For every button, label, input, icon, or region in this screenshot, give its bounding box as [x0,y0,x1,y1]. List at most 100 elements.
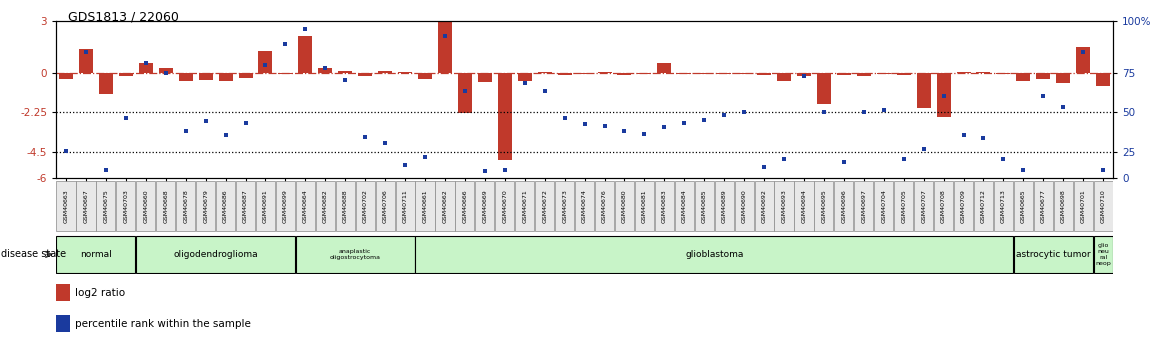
Point [616,128,634,134]
Text: GSM40704: GSM40704 [881,189,887,223]
Text: GSM40703: GSM40703 [124,189,128,223]
Point [735,109,753,115]
Point [695,117,714,122]
Text: GSM40685: GSM40685 [702,189,707,223]
Point [814,109,833,115]
Point [356,134,375,140]
Point [575,121,593,127]
Text: GSM40671: GSM40671 [522,189,527,223]
Text: GSM40672: GSM40672 [542,189,547,223]
Point [317,65,335,71]
FancyBboxPatch shape [735,181,753,231]
FancyBboxPatch shape [355,181,375,231]
FancyBboxPatch shape [436,181,454,231]
Bar [1016,73,1030,81]
Text: GSM40677: GSM40677 [1041,189,1045,223]
FancyBboxPatch shape [895,181,913,231]
Text: GSM40660: GSM40660 [144,189,148,223]
FancyBboxPatch shape [974,181,993,231]
Text: GSM40681: GSM40681 [642,189,647,223]
Bar [598,72,612,73]
Text: GSM40675: GSM40675 [104,189,109,223]
FancyBboxPatch shape [695,181,714,231]
Bar [618,73,632,75]
Bar [717,73,731,74]
FancyBboxPatch shape [814,181,834,231]
Point [336,78,355,83]
Point [276,41,294,47]
Bar [56,315,70,332]
Text: GSM40698: GSM40698 [1061,189,1065,223]
Text: glio
neu
ral
neop: glio neu ral neop [1096,243,1111,266]
Text: GSM40692: GSM40692 [762,189,766,223]
Point [97,167,116,172]
FancyBboxPatch shape [1014,236,1093,273]
Bar [1096,73,1110,86]
Text: GSM40682: GSM40682 [322,189,328,223]
Text: GSM40678: GSM40678 [183,189,188,223]
Point [1054,104,1072,110]
Point [376,140,395,146]
Bar [139,63,153,73]
Bar [1036,73,1050,79]
Text: GSM40689: GSM40689 [722,189,726,223]
Bar [339,71,353,73]
FancyBboxPatch shape [595,181,614,231]
Point [954,132,973,138]
Point [755,164,773,169]
FancyBboxPatch shape [376,181,395,231]
Point [296,26,314,31]
Text: GSM40663: GSM40663 [63,189,69,223]
Bar [557,73,571,75]
FancyBboxPatch shape [655,181,674,231]
Point [176,128,195,134]
Bar [877,73,891,75]
Bar [258,51,272,73]
FancyBboxPatch shape [276,181,296,231]
Point [596,123,614,129]
Bar [677,73,691,75]
FancyBboxPatch shape [416,181,434,231]
Point [675,120,694,126]
Point [1093,167,1112,172]
Bar [857,73,871,76]
FancyBboxPatch shape [117,181,135,231]
Point [1014,167,1033,172]
Point [635,131,654,137]
Bar [937,73,951,117]
Bar [816,73,830,105]
FancyBboxPatch shape [854,181,874,231]
Text: GSM40707: GSM40707 [922,189,926,223]
Text: log2 ratio: log2 ratio [75,288,125,298]
FancyBboxPatch shape [915,181,933,231]
Text: GSM40679: GSM40679 [203,189,208,223]
FancyBboxPatch shape [396,181,415,231]
Bar [837,73,850,75]
FancyBboxPatch shape [137,181,155,231]
Point [895,156,913,161]
Text: GSM40684: GSM40684 [682,189,687,223]
Point [57,148,76,154]
FancyBboxPatch shape [56,181,76,231]
FancyBboxPatch shape [495,181,514,231]
Text: GSM40669: GSM40669 [482,189,487,223]
FancyBboxPatch shape [1093,236,1113,273]
Bar [79,49,93,73]
Text: GSM40670: GSM40670 [502,189,507,223]
Bar [478,73,492,82]
Bar [578,73,591,74]
Point [655,125,674,130]
FancyBboxPatch shape [515,181,534,231]
Bar [99,73,113,94]
FancyBboxPatch shape [157,181,175,231]
Text: GSM40712: GSM40712 [981,189,986,223]
FancyBboxPatch shape [456,181,474,231]
FancyBboxPatch shape [755,181,773,231]
Point [117,115,135,121]
Bar [996,73,1010,74]
FancyBboxPatch shape [1073,181,1093,231]
FancyBboxPatch shape [934,181,953,231]
Text: GSM40710: GSM40710 [1100,189,1106,223]
Bar [458,73,472,113]
Text: GSM40688: GSM40688 [342,189,348,223]
